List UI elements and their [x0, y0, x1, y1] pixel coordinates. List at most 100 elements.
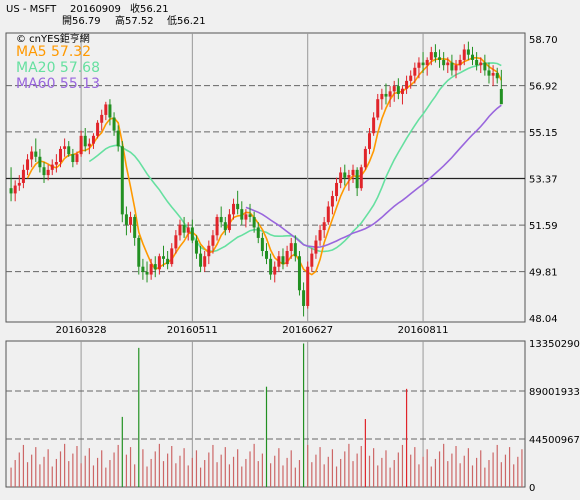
candle-body — [347, 175, 351, 178]
candle-body — [483, 62, 487, 71]
candle-body — [499, 88, 503, 105]
candle-body — [322, 222, 326, 231]
price-axis: 58.70 56.92 55.15 53.37 51.59 49.81 48.04 — [529, 35, 558, 325]
candle-body — [368, 133, 371, 149]
legend-ma20: MA20 57.68 — [16, 60, 100, 76]
candle-body — [421, 62, 425, 66]
candle-body — [343, 172, 347, 178]
candle-body — [256, 227, 260, 238]
candle-body — [145, 271, 149, 275]
candle-body — [59, 148, 62, 163]
legend-ma5: MA5 57.32 — [16, 44, 91, 60]
candle-body — [108, 104, 112, 118]
candle-body — [112, 117, 116, 131]
candle-body — [79, 135, 83, 155]
candle-body — [269, 258, 273, 275]
candle-body — [9, 188, 13, 194]
high-price: 高57.52 — [115, 14, 154, 27]
candle-body — [190, 227, 194, 241]
candle-body — [137, 237, 141, 267]
candle-body — [376, 99, 380, 118]
candle-body — [495, 73, 499, 79]
candle-body — [326, 206, 330, 223]
candle-body — [83, 135, 87, 147]
date-tick-label: 20160811 — [398, 325, 449, 336]
date-label: 20160909 — [70, 4, 121, 15]
candle-body — [339, 172, 343, 183]
volume-tick-label: 89001933 — [529, 387, 580, 398]
candle-body — [63, 146, 67, 149]
candle-body — [203, 256, 207, 267]
candle-body — [232, 203, 236, 215]
candle-body — [153, 264, 157, 270]
candle-body — [120, 146, 124, 215]
candle-body — [194, 240, 198, 254]
candle-body — [487, 70, 491, 76]
candle-body — [91, 135, 95, 144]
candle-body — [124, 214, 128, 225]
candle-body — [355, 169, 359, 189]
candle-body — [227, 214, 231, 231]
price-tick-label: 48.04 — [529, 314, 558, 325]
volume-bars — [10, 343, 523, 487]
candle-body — [413, 67, 417, 76]
candle-body — [409, 75, 413, 81]
volume-tick-label: 0 — [529, 483, 535, 494]
candle-body — [446, 62, 450, 66]
candle-body — [260, 237, 264, 251]
candle-body — [17, 182, 21, 186]
candle-body — [67, 146, 71, 155]
candle-body — [466, 49, 470, 55]
candle-body — [170, 248, 174, 265]
candle-body — [54, 162, 58, 165]
volume-tick-label: 44500967 — [529, 435, 580, 446]
candle-body — [438, 57, 442, 60]
legend-ma60: MA60 55.13 — [16, 76, 100, 92]
candle-body — [450, 62, 454, 71]
candle-body — [50, 164, 54, 170]
candle-body — [87, 143, 91, 147]
candle-body — [211, 235, 215, 246]
date-tick-label: 20160627 — [282, 325, 333, 336]
candle-body — [96, 122, 100, 136]
candle-body — [141, 266, 145, 272]
candle-body — [462, 49, 466, 60]
candle-body — [310, 253, 314, 267]
open-price: 開56.79 — [62, 15, 101, 27]
candle-body — [302, 290, 306, 306]
volume-axis: 133502900 89001933 44500967 0 — [529, 339, 580, 494]
price-tick-label: 51.59 — [529, 221, 558, 232]
candle-body — [479, 62, 483, 66]
candle-body — [223, 222, 227, 231]
candle-body — [149, 264, 153, 275]
candle-body — [318, 230, 322, 241]
candle-body — [442, 59, 446, 66]
candle-body — [400, 88, 404, 94]
candle-body — [265, 250, 268, 259]
candle-body — [182, 224, 186, 233]
candle-body — [71, 154, 75, 163]
candle-body — [219, 216, 223, 223]
price-tick-label: 49.81 — [529, 268, 558, 279]
candle-body — [458, 59, 462, 66]
candle-body — [252, 216, 256, 228]
volume-panel — [5, 340, 526, 488]
candle-body — [359, 167, 363, 189]
price-grid — [6, 33, 525, 322]
candle-body — [396, 86, 400, 94]
candlesticks — [9, 41, 503, 317]
candle-body — [285, 250, 289, 265]
candle-body — [433, 52, 437, 58]
volume-tick-label: 133502900 — [529, 339, 580, 350]
candle-body — [207, 245, 211, 257]
candle-body — [240, 209, 244, 220]
candle-body — [363, 148, 367, 168]
ma5-line — [26, 57, 503, 276]
candle-body — [215, 216, 219, 236]
candle-body — [75, 154, 79, 163]
candle-body — [26, 159, 30, 170]
candle-body — [133, 216, 137, 238]
candle-body — [330, 196, 334, 207]
candle-body — [417, 62, 421, 68]
